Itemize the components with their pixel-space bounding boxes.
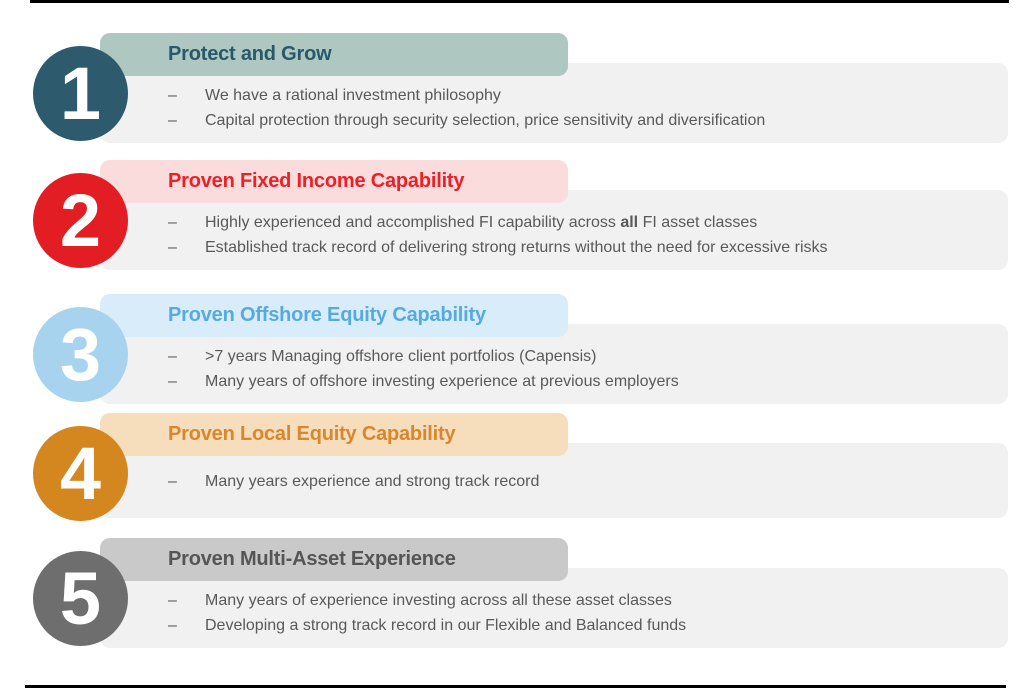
step-row: 2 Proven Fixed Income Capability – Highl…	[33, 160, 1008, 270]
bullet-dash: –	[168, 373, 177, 390]
step-title: Proven Fixed Income Capability	[168, 170, 465, 192]
bullet-text: Many years of offshore investing experie…	[205, 373, 679, 390]
step-number-circle: 4	[33, 426, 128, 521]
step-row: 3 Proven Offshore Equity Capability – >7…	[33, 294, 1008, 404]
bullet-dash: –	[168, 112, 177, 129]
step-number: 3	[59, 313, 102, 396]
bullet-text: Highly experienced and accomplished FI c…	[205, 214, 758, 231]
step-row: 5 Proven Multi-Asset Experience – Many y…	[33, 538, 1008, 648]
step-row: 1 Protect and Grow – We have a rational …	[33, 33, 1008, 143]
step-number: 1	[59, 52, 102, 135]
step-body-panel: – Highly experienced and accomplished FI…	[100, 190, 1008, 270]
bullet-dash: –	[168, 214, 177, 231]
step-number: 2	[59, 179, 102, 262]
bullet-dash: –	[168, 617, 177, 634]
step-title: Proven Local Equity Capability	[168, 423, 456, 445]
step-title-bar: Proven Local Equity Capability	[100, 413, 568, 456]
bullet-dash: –	[168, 87, 177, 104]
bullet-text: Established track record of delivering s…	[205, 239, 828, 256]
step-body-panel: – We have a rational investment philosop…	[100, 63, 1008, 143]
bullet-item: – Many years of experience investing acr…	[168, 588, 988, 613]
bullet-item: – Developing a strong track record in ou…	[168, 613, 988, 638]
bullet-dash: –	[168, 473, 177, 490]
step-body-panel: – Many years of experience investing acr…	[100, 568, 1008, 648]
bullet-text: Many years experience and strong track r…	[205, 473, 540, 490]
step-number-circle: 1	[33, 46, 128, 141]
step-number: 5	[59, 557, 102, 640]
bullet-item: – Established track record of delivering…	[168, 235, 988, 260]
step-number-circle: 5	[33, 551, 128, 646]
bullet-text: We have a rational investment philosophy	[205, 87, 501, 104]
step-row: 4 Proven Local Equity Capability – Many …	[33, 413, 1008, 521]
bullet-text: Developing a strong track record in our …	[205, 617, 687, 634]
step-title: Proven Multi-Asset Experience	[168, 548, 456, 570]
bullet-item: – >7 years Managing offshore client port…	[168, 344, 988, 369]
step-title-bar: Protect and Grow	[100, 33, 568, 76]
bullet-dash: –	[168, 239, 177, 256]
bullet-item: – Capital protection through security se…	[168, 108, 988, 133]
step-title: Proven Offshore Equity Capability	[168, 304, 486, 326]
bullet-item: – Many years of offshore investing exper…	[168, 369, 988, 394]
bullet-item: – Many years experience and strong track…	[168, 469, 988, 494]
bullet-text: Capital protection through security sele…	[205, 112, 766, 129]
bullet-item: – We have a rational investment philosop…	[168, 83, 988, 108]
step-number-circle: 2	[33, 173, 128, 268]
step-title: Protect and Grow	[168, 43, 332, 65]
bottom-rule	[25, 685, 1006, 688]
step-number: 4	[59, 432, 102, 515]
bullet-item: – Highly experienced and accomplished FI…	[168, 210, 988, 235]
step-title-bar: Proven Offshore Equity Capability	[100, 294, 568, 337]
bullet-dash: –	[168, 348, 177, 365]
bullet-dash: –	[168, 592, 177, 609]
step-body-panel: – >7 years Managing offshore client port…	[100, 324, 1008, 404]
bullet-text: >7 years Managing offshore client portfo…	[205, 348, 597, 365]
step-title-bar: Proven Multi-Asset Experience	[100, 538, 568, 581]
bullet-text: Many years of experience investing acros…	[205, 592, 672, 609]
step-title-bar: Proven Fixed Income Capability	[100, 160, 568, 203]
top-rule	[30, 0, 1009, 3]
step-number-circle: 3	[33, 307, 128, 402]
